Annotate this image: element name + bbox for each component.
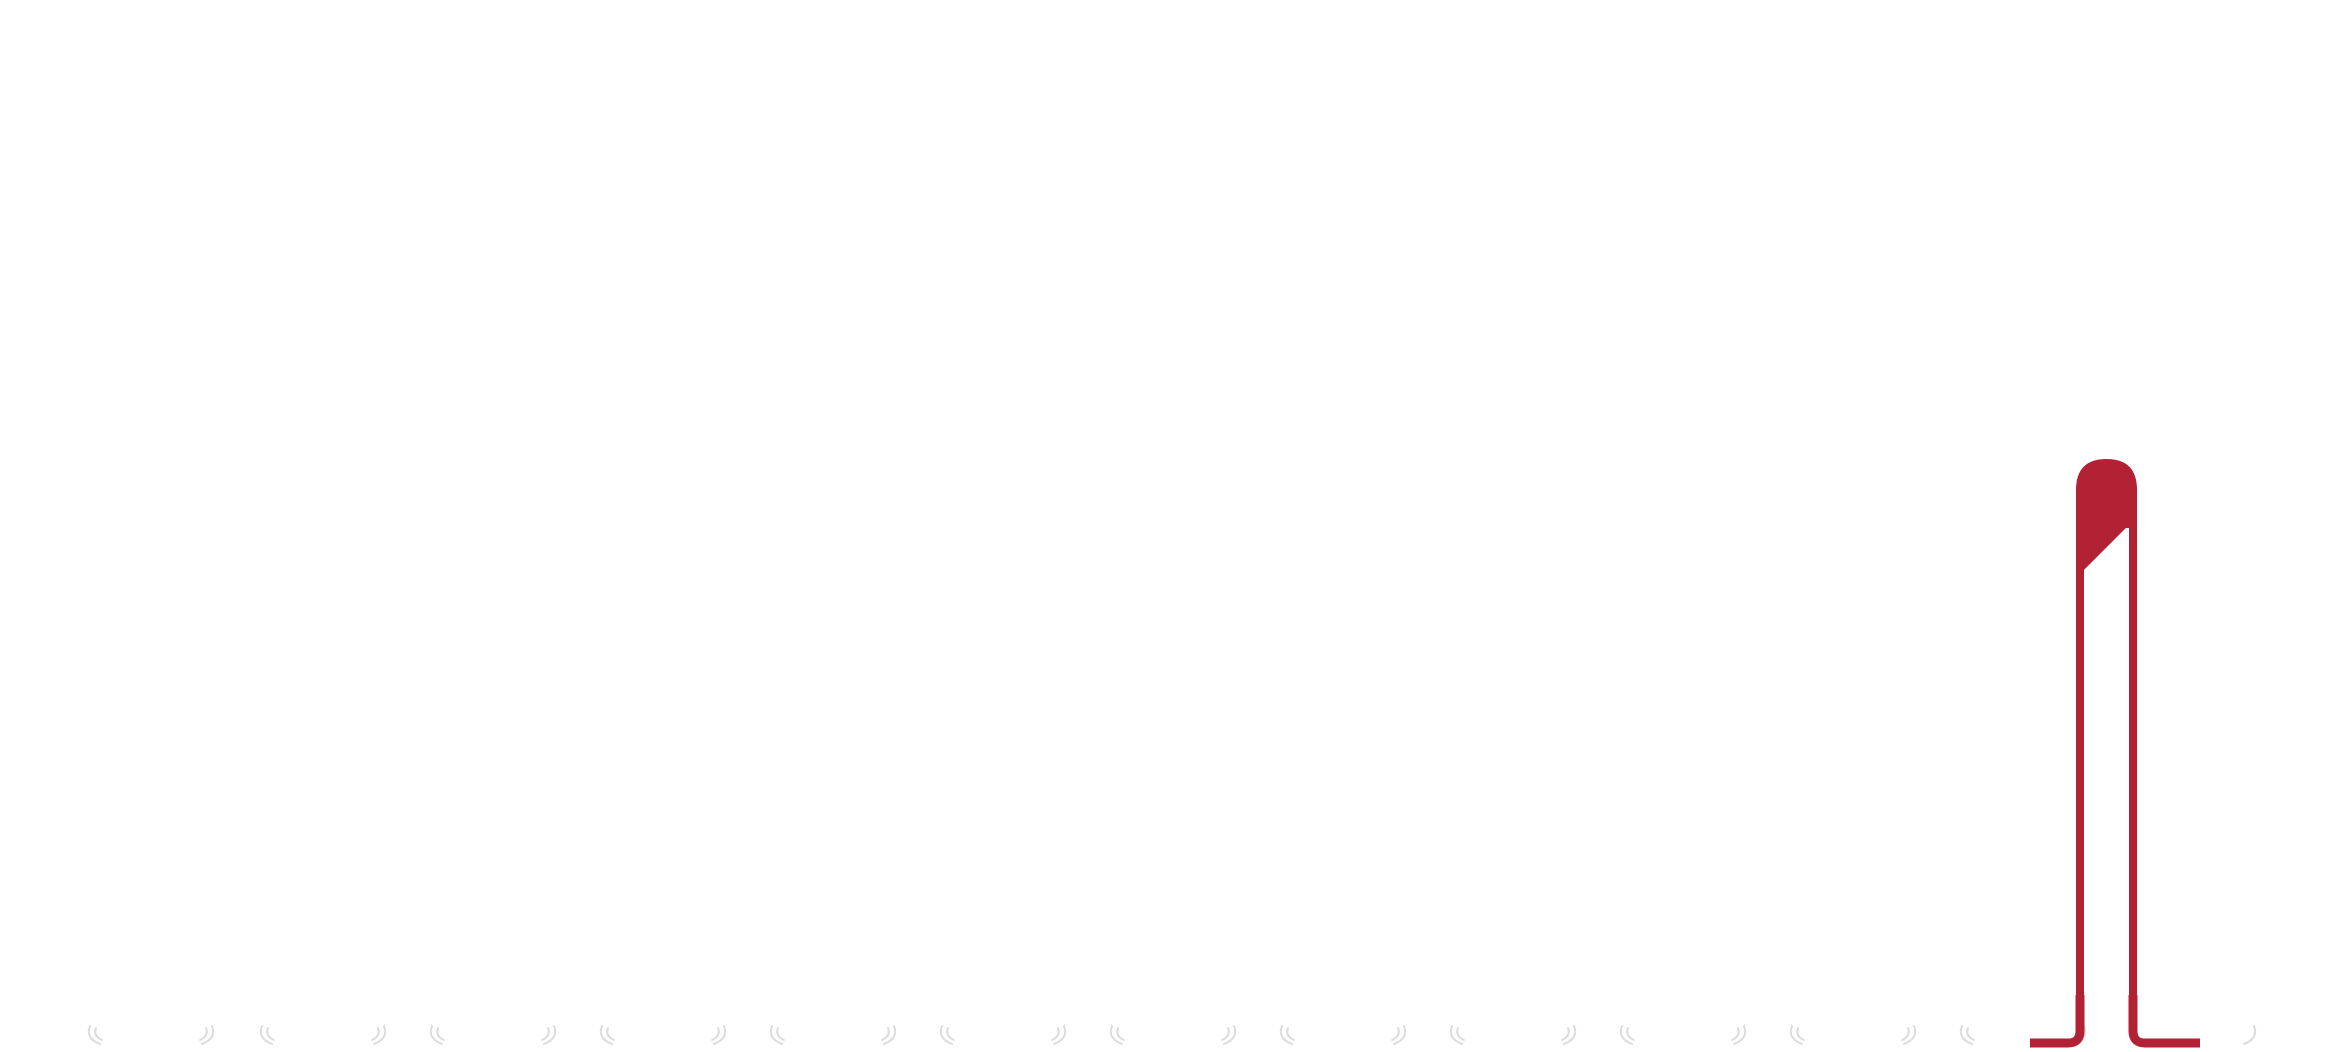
faint-mark	[1796, 1027, 1805, 1041]
faint-mark	[94, 1027, 103, 1041]
faint-mark	[87, 1025, 101, 1045]
faint-mark	[776, 1027, 785, 1041]
faint-mark	[1563, 1025, 1577, 1045]
faint-mark-row	[87, 1025, 2257, 1045]
faint-mark	[1391, 1027, 1400, 1041]
left-foot	[2030, 995, 2085, 1048]
faint-mark	[541, 1027, 550, 1041]
faint-mark	[373, 1025, 387, 1045]
faint-mark	[599, 1025, 613, 1045]
faint-mark	[1223, 1025, 1237, 1045]
faint-mark	[266, 1027, 275, 1041]
faint-mark	[883, 1025, 897, 1045]
faint-mark	[769, 1025, 783, 1045]
faint-mark	[1393, 1025, 1407, 1045]
faint-mark	[1116, 1027, 1125, 1041]
marker-cap	[2076, 459, 2137, 600]
faint-mark	[606, 1027, 615, 1041]
faint-mark	[1619, 1025, 1633, 1045]
right-foot	[2128, 995, 2200, 1048]
faint-mark	[1903, 1025, 1917, 1045]
faint-mark	[1279, 1025, 1293, 1045]
faint-mark	[436, 1027, 445, 1041]
faint-mark	[371, 1027, 380, 1041]
faint-mark	[199, 1027, 208, 1041]
faint-mark	[1789, 1025, 1803, 1045]
faint-mark	[946, 1027, 955, 1041]
faint-mark	[429, 1025, 443, 1045]
faint-mark	[1731, 1027, 1740, 1041]
faint-mark	[1561, 1027, 1570, 1041]
faint-mark	[1109, 1025, 1123, 1045]
faint-mark	[1221, 1027, 1230, 1041]
faint-mark	[1053, 1025, 1067, 1045]
faint-mark	[713, 1025, 727, 1045]
faint-mark	[881, 1027, 890, 1041]
faint-mark	[1456, 1027, 1465, 1041]
bookmark-hook-icon	[2030, 487, 2200, 1048]
faint-mark	[1286, 1027, 1295, 1041]
faint-mark	[1626, 1027, 1635, 1041]
faint-mark	[711, 1027, 720, 1041]
faint-mark	[1449, 1025, 1463, 1045]
faint-mark	[259, 1025, 273, 1045]
faint-mark	[1051, 1027, 1060, 1041]
faint-mark	[2243, 1025, 2257, 1045]
faint-mark	[1959, 1025, 1973, 1045]
faint-mark	[1733, 1025, 1747, 1045]
faint-mark	[1966, 1027, 1975, 1041]
faint-mark	[939, 1025, 953, 1045]
faint-mark	[1901, 1027, 1910, 1041]
faint-mark	[201, 1025, 215, 1045]
faint-mark	[543, 1025, 557, 1045]
